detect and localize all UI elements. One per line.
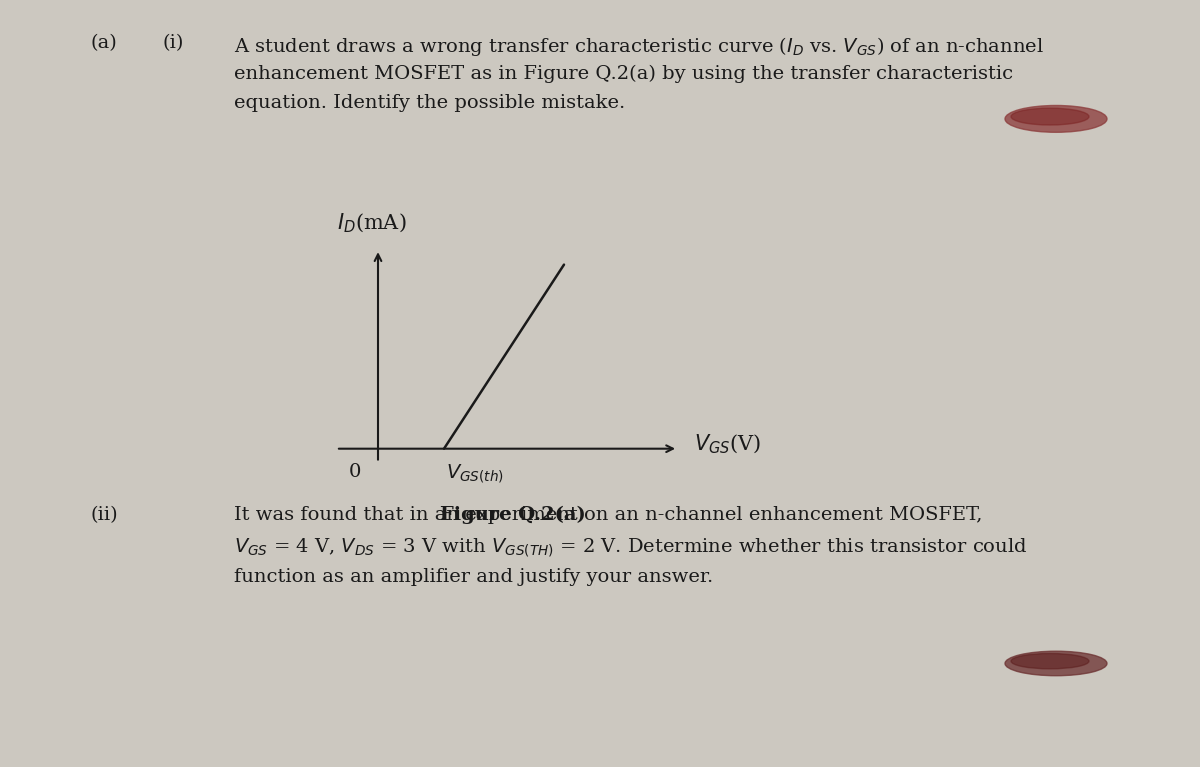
- Text: $V_{GS(th)}$: $V_{GS(th)}$: [446, 463, 504, 485]
- Ellipse shape: [1006, 651, 1108, 676]
- Text: function as an amplifier and justify your answer.: function as an amplifier and justify you…: [234, 568, 713, 585]
- Text: $I_D$(mA): $I_D$(mA): [337, 212, 407, 235]
- Text: It was found that in an experiment on an n-channel enhancement MOSFET,: It was found that in an experiment on an…: [234, 506, 983, 524]
- Text: Figure Q.2(a): Figure Q.2(a): [440, 506, 586, 525]
- Text: 0: 0: [349, 463, 361, 480]
- Text: $V_{GS}$(V): $V_{GS}$(V): [694, 433, 761, 456]
- Ellipse shape: [1010, 653, 1090, 669]
- Text: enhancement MOSFET as in Figure Q.2(a) by using the transfer characteristic: enhancement MOSFET as in Figure Q.2(a) b…: [234, 64, 1013, 83]
- Text: equation. Identify the possible mistake.: equation. Identify the possible mistake.: [234, 94, 625, 112]
- Ellipse shape: [1006, 105, 1108, 132]
- Ellipse shape: [1010, 108, 1090, 125]
- Text: (a): (a): [90, 35, 116, 52]
- Text: $V_{GS}$ = 4 V, $V_{DS}$ = 3 V with $V_{GS(TH)}$ = 2 V. Determine whether this t: $V_{GS}$ = 4 V, $V_{DS}$ = 3 V with $V_{…: [234, 537, 1027, 559]
- Text: A student draws a wrong transfer characteristic curve ($I_D$ vs. $V_{GS}$) of an: A student draws a wrong transfer charact…: [234, 35, 1044, 58]
- Text: (i): (i): [162, 35, 184, 52]
- Text: (ii): (ii): [90, 506, 118, 524]
